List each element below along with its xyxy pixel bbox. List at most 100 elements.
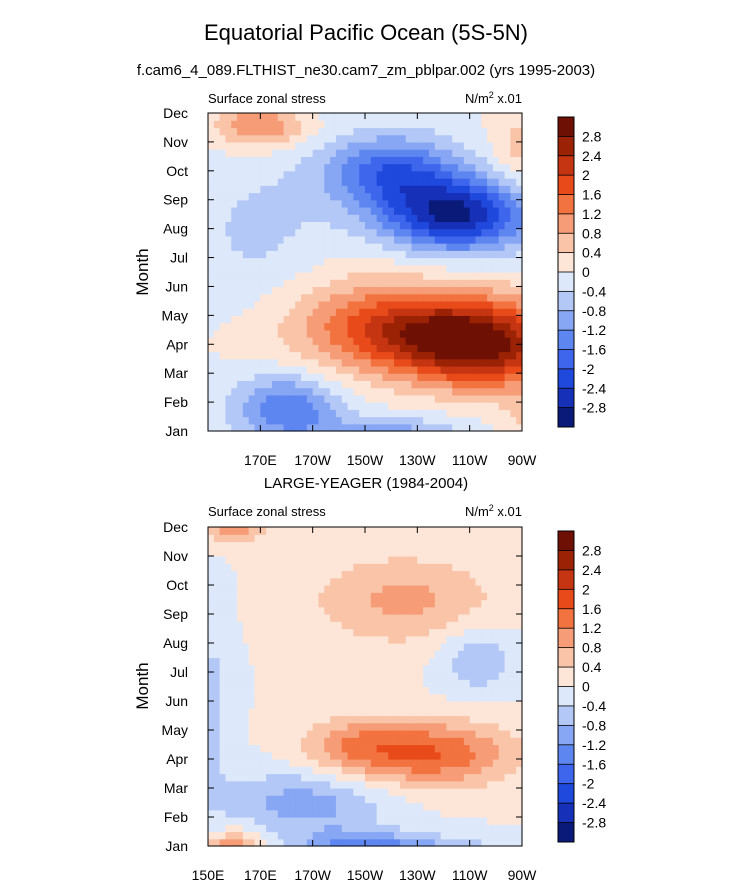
- heatmap-cell: [458, 250, 465, 259]
- heatmap-cell: [301, 423, 308, 432]
- heatmap-cell: [359, 599, 366, 608]
- heatmap-cell: [248, 257, 256, 266]
- heatmap-cell: [481, 831, 488, 840]
- heatmap-cell: [434, 585, 442, 593]
- heatmap-cell: [399, 751, 407, 760]
- heatmap-cell: [405, 527, 413, 535]
- heatmap-cell: [504, 300, 511, 309]
- heatmap-cell: [277, 556, 285, 564]
- heatmap-cell: [428, 672, 436, 680]
- heatmap-cell: [370, 628, 378, 637]
- heatmap-cell: [353, 315, 360, 324]
- heatmap-cell: [277, 628, 285, 637]
- heatmap-cell: [428, 387, 436, 396]
- heatmap-cell: [428, 759, 436, 767]
- heatmap-cell: [463, 780, 471, 789]
- heatmap-cell: [516, 795, 523, 804]
- heatmap-cell: [487, 322, 494, 331]
- heatmap-cell: [498, 635, 506, 644]
- heatmap-cell: [330, 795, 337, 804]
- heatmap-cell: [254, 809, 261, 818]
- heatmap-cell: [510, 192, 517, 201]
- heatmap-cell: [359, 577, 366, 586]
- heatmap-cell: [335, 556, 343, 564]
- heatmap-cell: [301, 286, 308, 295]
- heatmap-cell: [353, 272, 360, 280]
- heatmap-cell: [458, 192, 465, 201]
- heatmap-cell: [312, 279, 320, 288]
- heatmap-cell: [231, 185, 238, 194]
- heatmap-cell: [365, 423, 372, 432]
- heatmap-cell: [370, 824, 378, 833]
- heatmap-cell: [225, 409, 232, 418]
- heatmap-cell: [423, 214, 430, 223]
- heatmap-cell: [301, 344, 308, 353]
- heatmap-cell: [219, 206, 227, 215]
- heatmap-cell: [469, 206, 477, 215]
- heatmap-cell: [394, 672, 401, 680]
- heatmap-cell: [306, 156, 314, 165]
- heatmap-cell: [289, 322, 296, 331]
- heatmap-cell: [306, 134, 314, 143]
- heatmap-cell: [301, 264, 308, 273]
- heatmap-cell: [399, 178, 407, 186]
- heatmap-cell: [463, 701, 471, 709]
- heatmap-cell: [347, 170, 354, 179]
- heatmap-cell: [266, 563, 273, 572]
- heatmap-cell: [260, 730, 267, 738]
- heatmap-cell: [359, 272, 366, 280]
- heatmap-cell: [242, 527, 250, 535]
- heatmap-cell: [428, 185, 436, 194]
- heatmap-cell: [219, 570, 227, 579]
- heatmap-cell: [376, 235, 384, 244]
- heatmap-cell: [208, 635, 215, 644]
- heatmap-cell: [301, 149, 308, 157]
- heatmap-cell: [248, 120, 256, 129]
- heatmap-cell: [306, 751, 314, 760]
- heatmap-cell: [411, 577, 418, 586]
- heatmap-cell: [434, 657, 442, 666]
- heatmap-cell: [440, 527, 447, 535]
- heatmap-cell: [301, 113, 308, 121]
- heatmap-cell: [242, 199, 250, 208]
- heatmap-cell: [260, 606, 267, 615]
- heatmap-cell: [504, 416, 511, 425]
- heatmap-cell: [271, 178, 279, 186]
- heatmap-cell: [283, 643, 290, 651]
- heatmap-cell: [423, 358, 430, 367]
- heatmap-cell: [458, 657, 465, 666]
- heatmap-cell: [428, 416, 436, 425]
- heatmap-cell: [504, 293, 511, 302]
- heatmap-cell: [237, 773, 244, 782]
- heatmap-cell: [266, 730, 273, 738]
- heatmap-cell: [283, 279, 290, 288]
- heatmap-cell: [208, 701, 215, 709]
- heatmap-cell: [335, 527, 343, 535]
- heatmap-cell: [440, 156, 447, 165]
- heatmap-cell: [446, 715, 453, 724]
- heatmap-cell: [504, 766, 511, 775]
- heatmap-cell: [254, 228, 261, 237]
- heatmap-cell: [219, 308, 227, 316]
- heatmap-cell: [423, 308, 430, 316]
- heatmap-cell: [469, 759, 477, 767]
- heatmap-cell: [318, 192, 325, 201]
- heatmap-cell: [289, 672, 296, 680]
- heatmap-cell: [266, 141, 273, 150]
- heatmap-cell: [295, 556, 302, 564]
- heatmap-cell: [266, 715, 273, 724]
- heatmap-cell: [370, 344, 378, 353]
- heatmap-cell: [382, 701, 389, 709]
- heatmap-cell: [353, 286, 360, 295]
- heatmap-cell: [440, 679, 447, 688]
- heatmap-cell: [248, 286, 256, 295]
- heatmap-cell: [260, 272, 267, 280]
- heatmap-cell: [434, 163, 442, 172]
- heatmap-cell: [266, 643, 273, 651]
- heatmap-cell: [382, 824, 389, 833]
- heatmap-cell: [289, 134, 296, 143]
- heatmap-cell: [394, 156, 401, 165]
- heatmap-cell: [283, 293, 290, 302]
- heatmap-cell: [330, 149, 337, 157]
- heatmap-cell: [376, 686, 384, 695]
